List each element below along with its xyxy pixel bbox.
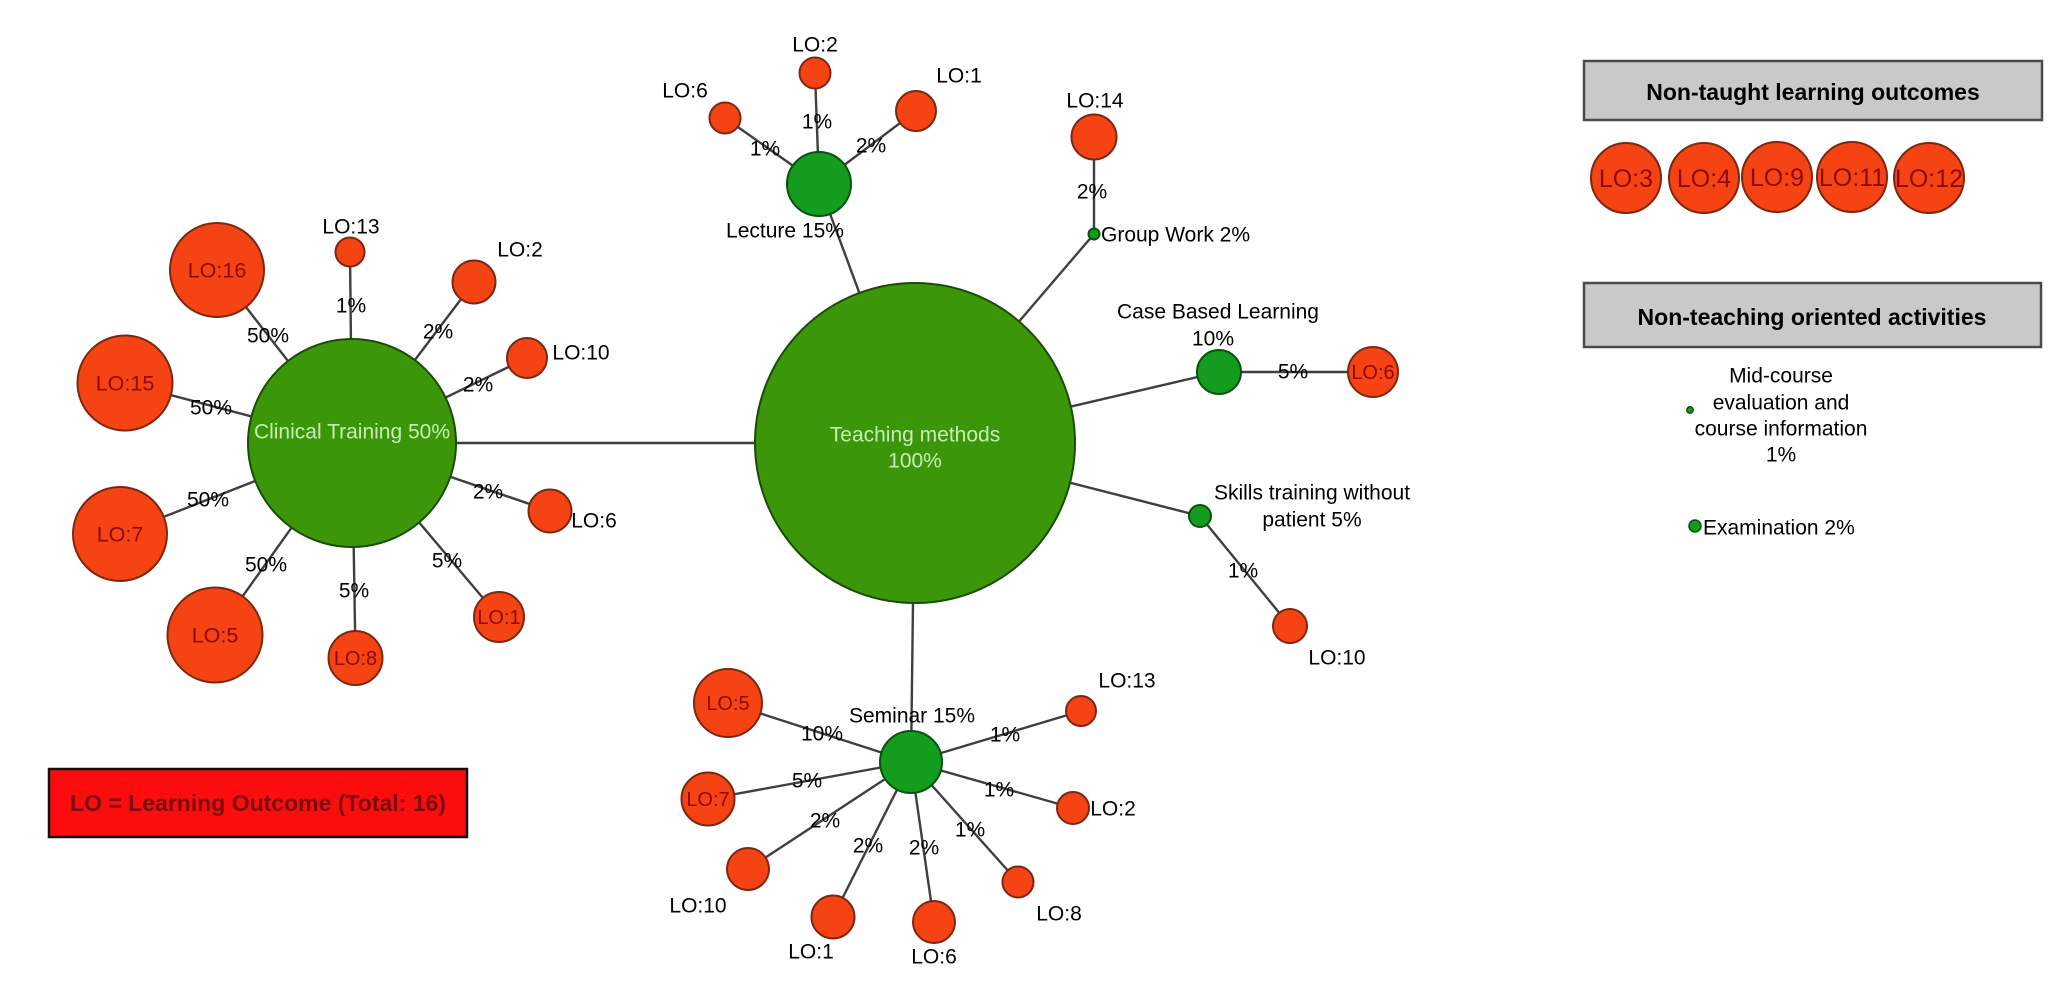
svg-text:patient 5%: patient 5% — [1262, 508, 1361, 531]
svg-text:5%: 5% — [339, 579, 369, 602]
svg-text:1%: 1% — [990, 723, 1020, 746]
svg-text:LO:5: LO:5 — [192, 624, 239, 648]
svg-text:5%: 5% — [792, 769, 822, 792]
svg-text:LO:1: LO:1 — [788, 940, 834, 963]
svg-text:50%: 50% — [247, 324, 289, 347]
svg-text:LO:1: LO:1 — [477, 607, 520, 629]
svg-text:LO:9: LO:9 — [1750, 164, 1804, 192]
svg-text:100%: 100% — [888, 449, 942, 472]
svg-text:LO:12: LO:12 — [1895, 165, 1963, 193]
svg-text:LO:13: LO:13 — [1098, 669, 1155, 692]
svg-text:2%: 2% — [423, 320, 453, 343]
svg-text:1%: 1% — [1766, 443, 1796, 466]
svg-text:5%: 5% — [432, 549, 462, 572]
svg-text:LO:11: LO:11 — [1819, 164, 1885, 192]
svg-text:5%: 5% — [1278, 360, 1308, 383]
svg-text:LO:14: LO:14 — [1066, 89, 1124, 112]
svg-text:Seminar 15%: Seminar 15% — [849, 704, 975, 727]
svg-text:1%: 1% — [802, 110, 832, 133]
svg-text:1%: 1% — [750, 137, 780, 160]
svg-text:LO:2: LO:2 — [1090, 797, 1136, 820]
svg-text:2%: 2% — [810, 809, 840, 832]
svg-text:LO:3: LO:3 — [1599, 165, 1653, 193]
svg-text:1%: 1% — [1228, 559, 1258, 582]
svg-text:LO:8: LO:8 — [334, 648, 377, 670]
svg-text:LO:8: LO:8 — [1036, 902, 1082, 925]
svg-text:2%: 2% — [463, 373, 493, 396]
svg-text:LO:10: LO:10 — [552, 341, 609, 364]
svg-text:LO:6: LO:6 — [911, 945, 957, 968]
svg-text:LO:4: LO:4 — [1677, 165, 1731, 193]
svg-text:LO:1: LO:1 — [936, 64, 982, 87]
svg-text:Non-taught learning outcomes: Non-taught learning outcomes — [1646, 79, 1980, 105]
svg-text:50%: 50% — [245, 553, 287, 576]
svg-text:1%: 1% — [336, 294, 366, 317]
svg-text:LO:10: LO:10 — [1308, 646, 1365, 669]
svg-text:LO:15: LO:15 — [96, 372, 155, 396]
svg-text:course information: course information — [1695, 417, 1868, 440]
svg-text:2%: 2% — [1077, 180, 1107, 203]
svg-text:LO:2: LO:2 — [497, 238, 543, 261]
svg-text:evaluation and: evaluation and — [1713, 391, 1850, 414]
svg-text:LO:13: LO:13 — [322, 215, 379, 238]
svg-text:LO:7: LO:7 — [97, 523, 144, 547]
svg-text:Lecture 15%: Lecture 15% — [726, 219, 844, 242]
svg-text:Examination 2%: Examination 2% — [1703, 516, 1855, 539]
svg-text:LO = Learning Outcome (Total:: LO = Learning Outcome (Total: 16) — [70, 790, 446, 816]
svg-text:10%: 10% — [801, 722, 843, 745]
svg-text:50%: 50% — [190, 396, 232, 419]
svg-text:Group Work 2%: Group Work 2% — [1101, 223, 1250, 246]
svg-text:Non-teaching oriented activiti: Non-teaching oriented activities — [1638, 304, 1987, 330]
svg-text:2%: 2% — [853, 834, 883, 857]
svg-text:Mid-course: Mid-course — [1729, 364, 1833, 387]
svg-text:LO:16: LO:16 — [188, 259, 247, 283]
svg-text:LO:6: LO:6 — [571, 509, 617, 532]
svg-text:LO:10: LO:10 — [669, 894, 726, 917]
svg-text:1%: 1% — [955, 818, 985, 841]
svg-text:10%: 10% — [1192, 327, 1234, 350]
svg-text:Clinical Training 50%: Clinical Training 50% — [254, 420, 450, 443]
svg-text:LO:5: LO:5 — [706, 693, 749, 715]
svg-text:LO:6: LO:6 — [662, 79, 708, 102]
svg-text:Teaching methods: Teaching methods — [830, 423, 1000, 446]
svg-text:Case Based Learning: Case Based Learning — [1117, 300, 1319, 323]
svg-text:2%: 2% — [909, 836, 939, 859]
svg-text:2%: 2% — [473, 480, 503, 503]
svg-text:1%: 1% — [984, 778, 1014, 801]
svg-text:50%: 50% — [187, 488, 229, 511]
svg-text:LO:7: LO:7 — [686, 789, 729, 811]
svg-text:LO:6: LO:6 — [1351, 362, 1394, 384]
svg-text:2%: 2% — [856, 134, 886, 157]
svg-text:LO:2: LO:2 — [792, 33, 838, 56]
svg-text:Skills training without: Skills training without — [1214, 481, 1410, 504]
